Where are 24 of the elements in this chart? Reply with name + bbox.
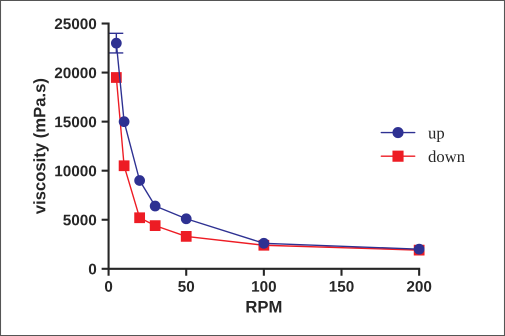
- y-tick-label: 15000: [55, 116, 96, 128]
- x-tick-label: 0: [104, 281, 112, 292]
- y-tick-label: 10000: [55, 166, 96, 176]
- point: [180, 213, 192, 224]
- point: [134, 212, 146, 224]
- y-tick-label: 5000: [63, 214, 96, 226]
- point: [150, 220, 161, 232]
- point: [180, 231, 192, 242]
- x-axis-title: RPM: [246, 301, 282, 312]
- y-tick-label: 20000: [54, 67, 96, 78]
- y-axis-title: viscosity (mPa.s): [33, 78, 49, 214]
- point: [118, 116, 130, 128]
- x-tick-label: 50: [178, 281, 194, 292]
- point: [150, 200, 161, 212]
- x-tick-label: 200: [406, 281, 432, 292]
- point: [118, 160, 130, 172]
- y-tick-label: 25000: [54, 18, 96, 30]
- point: [110, 38, 122, 49]
- legend-label: up: [428, 130, 444, 142]
- x-tick-label: 100: [252, 281, 276, 292]
- legend-label: down: [428, 150, 465, 162]
- y-tick-label: 0: [88, 264, 96, 274]
- x-tick-label: 150: [330, 281, 354, 292]
- point: [134, 175, 146, 186]
